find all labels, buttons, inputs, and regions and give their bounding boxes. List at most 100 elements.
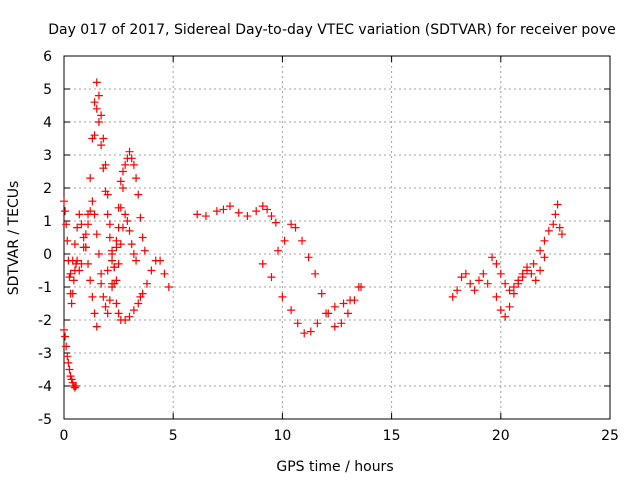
data-point xyxy=(201,212,210,221)
data-point xyxy=(112,299,121,308)
data-point xyxy=(529,259,538,268)
data-point xyxy=(337,319,346,328)
data-point xyxy=(298,236,307,245)
data-point xyxy=(448,292,457,301)
data-point xyxy=(94,91,103,100)
data-point xyxy=(108,283,117,291)
data-point xyxy=(138,289,147,298)
data-point xyxy=(118,223,127,232)
data-point xyxy=(63,236,72,245)
data-point xyxy=(350,296,359,305)
x-tick-label: 0 xyxy=(60,428,69,444)
data-point xyxy=(488,253,497,262)
data-point xyxy=(540,236,549,245)
data-point xyxy=(110,263,119,272)
data-point xyxy=(125,147,134,156)
data-point xyxy=(553,200,562,209)
data-point xyxy=(70,240,79,249)
data-point xyxy=(453,286,462,295)
data-point xyxy=(103,210,112,219)
y-tick-label: 3 xyxy=(43,148,52,164)
data-point xyxy=(65,273,74,282)
data-point xyxy=(492,292,501,301)
data-point xyxy=(101,302,110,311)
data-point xyxy=(73,256,82,265)
data-point xyxy=(496,269,505,278)
data-point xyxy=(105,296,114,305)
data-point xyxy=(73,223,82,232)
data-point xyxy=(68,378,77,387)
y-tick-label: -2 xyxy=(38,313,52,329)
data-point xyxy=(92,322,101,331)
data-point xyxy=(492,259,501,268)
chart-title: Day 017 of 2017, Sidereal Day-to-day VTE… xyxy=(48,22,616,38)
data-point xyxy=(121,316,130,324)
data-point xyxy=(343,309,352,318)
y-axis-label: SDTVAR / TECUs xyxy=(6,181,22,296)
data-point xyxy=(66,372,75,381)
data-point xyxy=(479,269,488,278)
data-point xyxy=(555,223,564,232)
data-point xyxy=(62,220,71,229)
data-point xyxy=(103,266,112,275)
data-point xyxy=(66,269,75,278)
data-point xyxy=(94,250,103,258)
data-point xyxy=(108,250,117,258)
data-point xyxy=(97,269,106,278)
ticks: 0 5 10 15 20 25 -5 -4 -3 -2 -1 0 1 2 3 4 5 6 xyxy=(38,49,619,444)
y-tick-label: 4 xyxy=(43,115,52,131)
data-point xyxy=(514,279,523,288)
data-point xyxy=(258,202,267,211)
data-point xyxy=(496,306,505,315)
y-tick-label: -1 xyxy=(38,280,52,296)
data-point xyxy=(127,154,136,163)
data-point xyxy=(112,236,121,245)
data-point xyxy=(156,256,165,265)
data-point xyxy=(92,104,101,113)
series-seg-late-3 xyxy=(492,253,549,321)
data-point xyxy=(67,375,76,384)
data-point xyxy=(97,279,106,288)
data-point xyxy=(64,358,73,367)
data-point xyxy=(129,250,138,258)
data-point xyxy=(160,269,169,278)
data-point xyxy=(88,197,97,206)
series-seg-late-4 xyxy=(536,200,566,255)
data-point xyxy=(474,276,483,285)
data-point xyxy=(121,210,130,219)
data-point xyxy=(125,226,134,235)
y-tick-label: 0 xyxy=(43,247,52,263)
data-point xyxy=(84,220,93,229)
series-seg-spike xyxy=(81,78,117,255)
data-point xyxy=(118,184,127,192)
series-seg-day-1 xyxy=(193,202,280,227)
data-point xyxy=(77,259,86,268)
data-point xyxy=(293,319,302,328)
data-point xyxy=(287,306,296,315)
data-point xyxy=(252,207,261,216)
data-point xyxy=(72,382,81,390)
data-point xyxy=(234,208,243,217)
data-point xyxy=(99,292,108,301)
data-point xyxy=(60,325,68,334)
data-points xyxy=(60,78,566,392)
data-point xyxy=(483,279,492,288)
data-point xyxy=(125,312,134,321)
data-point xyxy=(470,286,479,295)
y-tick-label: -4 xyxy=(38,379,52,395)
data-point xyxy=(116,240,125,249)
series-seg-early-1 xyxy=(60,197,81,308)
data-point xyxy=(129,306,138,315)
data-point xyxy=(291,223,300,232)
data-point xyxy=(164,283,173,291)
data-point xyxy=(101,187,110,196)
data-point xyxy=(313,319,322,328)
grid xyxy=(64,56,610,419)
data-point xyxy=(330,322,339,331)
axes xyxy=(63,55,611,420)
data-point xyxy=(105,220,114,229)
data-point xyxy=(70,383,79,392)
data-point xyxy=(105,233,114,242)
data-point xyxy=(97,111,106,120)
